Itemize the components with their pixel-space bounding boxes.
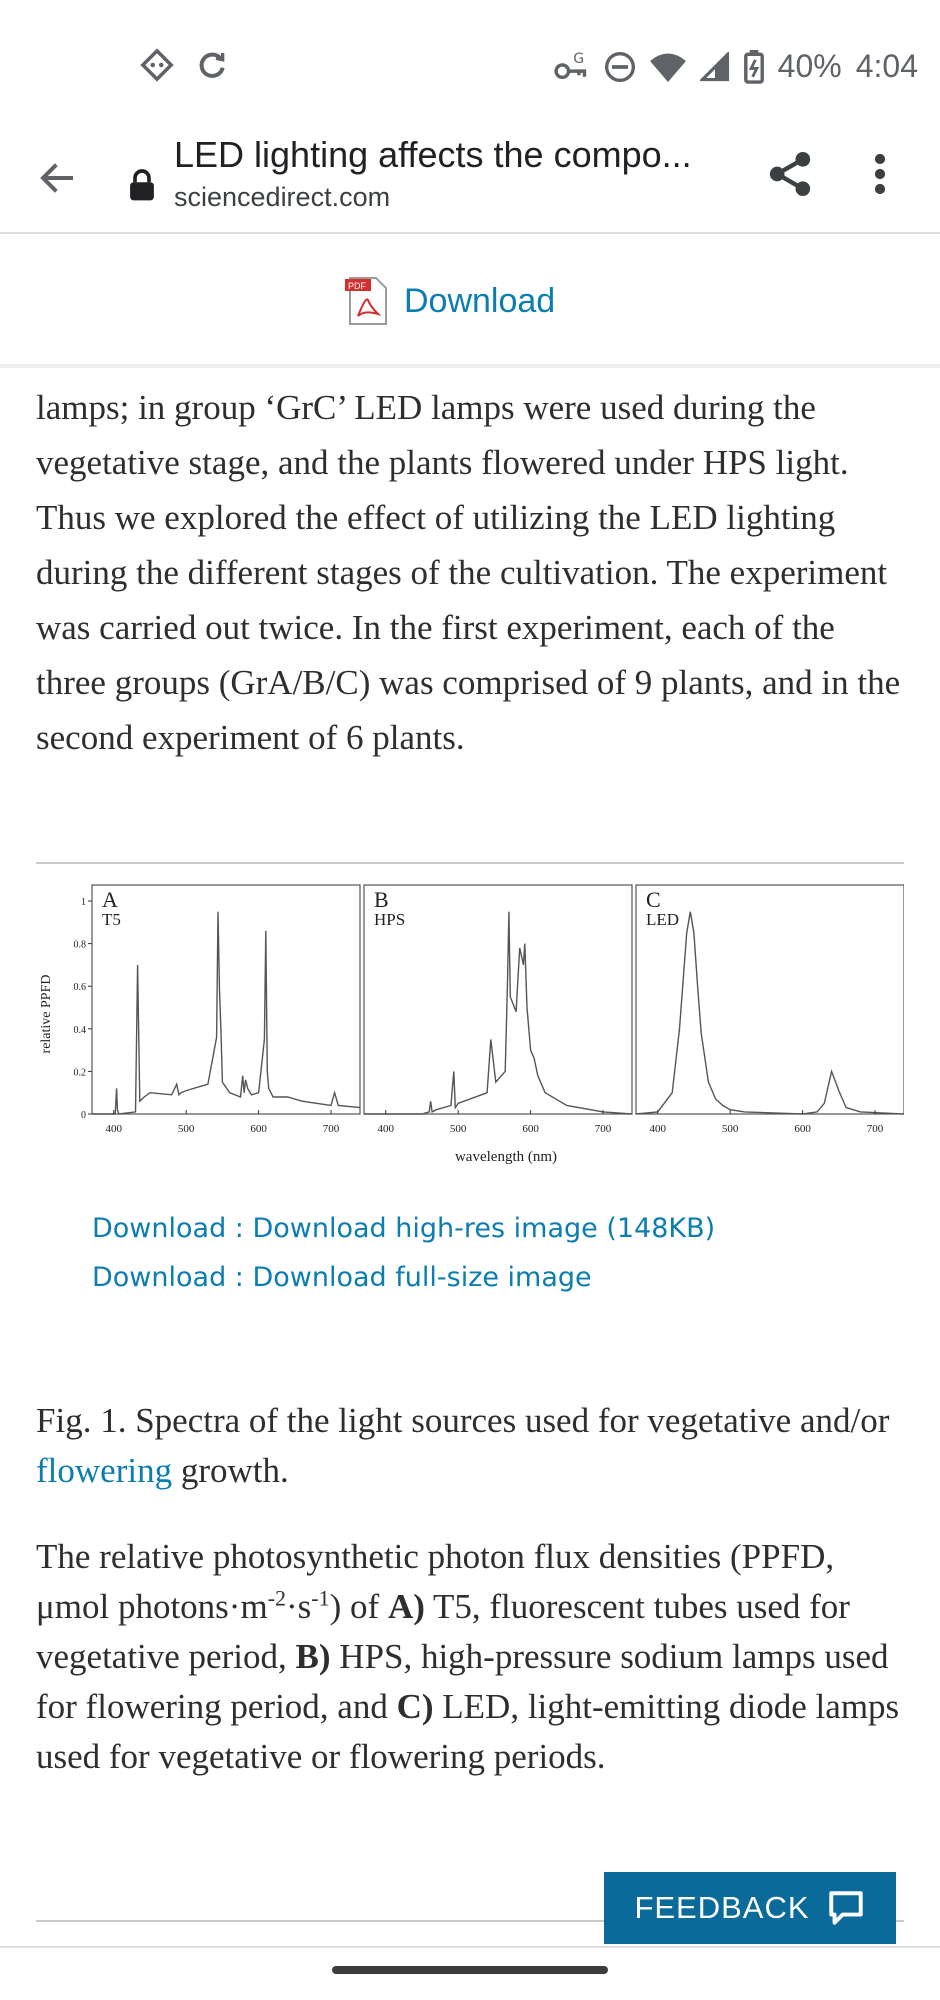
x-tick-label: 400: [649, 1123, 666, 1135]
share-button[interactable]: [762, 146, 818, 202]
tag-icon: [140, 48, 174, 82]
figure-caption: Fig. 1. Spectra of the light sources use…: [36, 1396, 906, 1496]
page-domain[interactable]: sciencedirect.com: [174, 182, 391, 212]
download-bar: PDF Download: [0, 236, 940, 368]
x-tick-label: 600: [522, 1123, 539, 1135]
spectra-chart: relative PPFD 0 0.2 0.4 0.6 0.8 1 AT5 400 500 600 7…: [39, 884, 905, 1165]
x-tick-label: 600: [794, 1123, 811, 1135]
desc-bold: A): [387, 1587, 425, 1626]
article-body: lamps; in group ‘GrC’ LED lamps were use…: [36, 380, 906, 765]
signal-icon: [699, 51, 730, 82]
y-tick-label: 0.6: [74, 982, 87, 993]
panel-frame: [91, 884, 361, 1115]
status-bar: G 40% 4:04: [0, 0, 940, 130]
lock-icon: [128, 168, 156, 207]
feedback-label: FEEDBACK: [634, 1890, 810, 1925]
back-button[interactable]: [30, 150, 86, 206]
vpn-key-icon: G: [554, 50, 590, 84]
x-tick-label: 700: [595, 1123, 612, 1135]
download-high-res-link[interactable]: Download : Download high-res image (148K…: [92, 1213, 716, 1244]
x-tick-label: 700: [323, 1123, 340, 1135]
share-icon: [769, 152, 811, 196]
y-tick-label: 1: [81, 897, 86, 908]
feedback-button[interactable]: FEEDBACK: [604, 1872, 896, 1944]
desc-sup: -1: [311, 1585, 330, 1611]
series-line-HPS: [364, 911, 633, 1115]
series-line-LED: [635, 911, 905, 1115]
x-tick-label: 500: [722, 1123, 739, 1135]
desc-text: T5, fluorescent tubes used for vegetativ…: [36, 1587, 850, 1676]
figure-1[interactable]: relative PPFD 0 0.2 0.4 0.6 0.8 1 A T5 400 500 600 7…: [36, 878, 905, 1178]
panel-frame: [363, 884, 633, 1115]
desc-sup: -2: [267, 1585, 287, 1611]
x-tick-label: 400: [377, 1123, 394, 1135]
figure-download-links: Download : Download high-res image (148K…: [92, 1204, 715, 1302]
desc-text: ·s: [286, 1587, 312, 1626]
x-axis-label: wavelength (nm): [455, 1149, 557, 1165]
x-tick-label: 700: [867, 1123, 884, 1135]
x-tick-label: 600: [250, 1123, 267, 1135]
figure-description: The relative photosynthetic photon flux …: [36, 1532, 912, 1782]
clock: 4:04: [855, 48, 918, 84]
desc-bold: C): [396, 1687, 434, 1726]
y-tick-label: 0.8: [74, 940, 87, 951]
section-divider: [36, 1920, 904, 1922]
more-vert-icon: [874, 153, 886, 195]
download-label: Download: [404, 281, 556, 320]
x-tick-label: 500: [178, 1123, 195, 1135]
article-paragraph: lamps; in group ‘GrC’ LED lamps were use…: [36, 388, 901, 757]
desc-bold: B): [295, 1637, 331, 1676]
panel-name: T5: [102, 910, 121, 929]
caption-suffix: growth.: [172, 1451, 289, 1490]
flowering-link[interactable]: flowering: [36, 1451, 173, 1490]
panel-name: LED: [646, 910, 679, 929]
download-full-size-link[interactable]: Download : Download full-size image: [92, 1262, 592, 1293]
desc-text: The relative photosynthetic photon flux …: [36, 1537, 835, 1626]
panel-letter: B: [374, 887, 389, 912]
series-line-T5: [92, 911, 361, 1115]
desc-text: ) of: [329, 1587, 388, 1626]
caption-text: Fig. 1. Spectra of the light sources use…: [36, 1401, 890, 1440]
x-tick-label: 400: [105, 1123, 122, 1135]
panel-letter: A: [102, 887, 118, 912]
desc-text: HPS, high-pressure sodium lamps used for…: [36, 1637, 889, 1726]
x-tick-label: 500: [450, 1123, 467, 1135]
arrow-left-icon: [40, 163, 73, 193]
y-axis-label: relative PPFD: [39, 975, 54, 1054]
panel-name: HPS: [374, 910, 405, 929]
desc-text: LED, light-emitting diode lamps used for…: [36, 1687, 900, 1776]
y-tick-label: 0.2: [74, 1067, 87, 1078]
sync-icon: [196, 49, 228, 81]
chat-bubble-icon: [828, 1891, 863, 1925]
y-tick-label: 0: [81, 1110, 86, 1121]
y-tick-label: 0.4: [74, 1025, 87, 1036]
nav-separator: [0, 1946, 940, 1948]
browser-toolbar: LED lighting affects the compo... scienc…: [0, 130, 940, 234]
gesture-nav-handle[interactable]: [332, 1966, 608, 1974]
svg-text:G: G: [573, 50, 584, 66]
battery-percent: 40%: [777, 48, 842, 84]
wifi-icon: [649, 52, 686, 82]
pdf-badge-label: PDF: [348, 281, 367, 291]
panel-letter: C: [646, 887, 661, 912]
battery-icon: [743, 49, 764, 84]
pdf-icon: PDF: [345, 277, 387, 325]
page-title[interactable]: LED lighting affects the compo...: [174, 134, 692, 175]
dnd-icon: [604, 51, 636, 83]
overflow-menu-button[interactable]: [860, 146, 900, 202]
figure-top-divider: [36, 862, 904, 864]
download-pdf-button[interactable]: PDF Download: [344, 276, 555, 326]
